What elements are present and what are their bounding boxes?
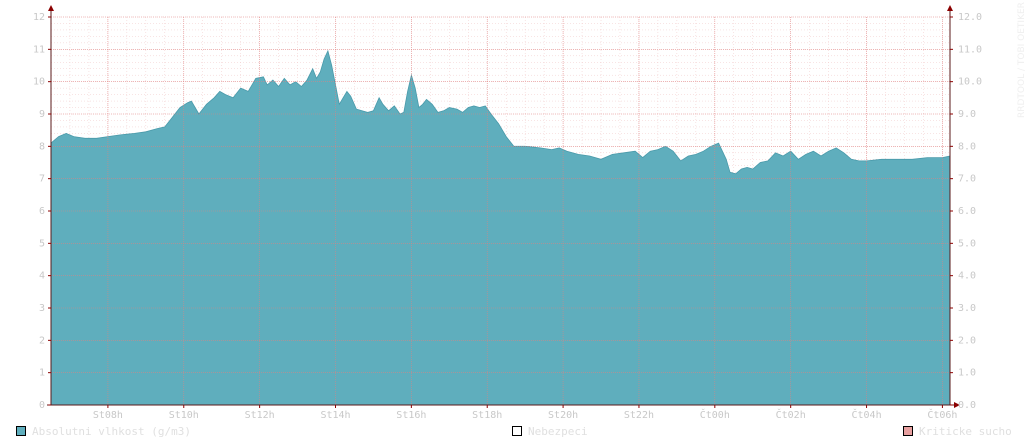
y-tick-left-label: 2 bbox=[39, 335, 45, 346]
y-tick-right-label: 3.0 bbox=[958, 303, 976, 314]
y-tick-right-label: 10.0 bbox=[958, 77, 982, 88]
y-tick-right-label: 0.0 bbox=[958, 400, 976, 411]
y-tick-right-label: 7.0 bbox=[958, 174, 976, 185]
y-tick-left-label: 12 bbox=[33, 12, 45, 23]
y-axis-left-arrow bbox=[48, 5, 54, 11]
legend-label-0: Absolutni vlhkost (g/m3) bbox=[32, 424, 191, 438]
watermark: RRDTOOL / TOBI OETIKER bbox=[1017, 2, 1027, 118]
y-tick-right-label: 12.0 bbox=[958, 12, 982, 23]
y-tick-right-label: 11.0 bbox=[958, 44, 982, 55]
y-tick-right-label: 5.0 bbox=[958, 238, 976, 249]
legend-item-2: Kriticke sucho bbox=[903, 424, 1012, 438]
legend-item-1: Nebezpeci bbox=[512, 424, 588, 438]
x-tick-label: St12h bbox=[245, 410, 275, 421]
x-tick-label: St10h bbox=[169, 410, 199, 421]
x-tick-label: St20h bbox=[548, 410, 578, 421]
x-tick-label: St14h bbox=[320, 410, 350, 421]
legend-item-0: Absolutni vlhkost (g/m3) bbox=[16, 424, 191, 438]
legend-swatch-0 bbox=[16, 426, 26, 436]
y-tick-right-label: 4.0 bbox=[958, 271, 976, 282]
x-tick-label: Čt00h bbox=[700, 408, 730, 421]
x-tick-label: Čt06h bbox=[927, 408, 957, 421]
y-tick-left-label: 4 bbox=[39, 271, 45, 282]
y-tick-left-label: 3 bbox=[39, 303, 45, 314]
y-tick-right-label: 6.0 bbox=[958, 206, 976, 217]
y-tick-left-label: 11 bbox=[33, 44, 45, 55]
x-tick-label: Čt02h bbox=[776, 408, 806, 421]
x-tick-label: Čt04h bbox=[851, 408, 881, 421]
y-tick-left-label: 10 bbox=[33, 77, 45, 88]
legend-swatch-1 bbox=[512, 426, 522, 436]
y-tick-left-label: 8 bbox=[39, 141, 45, 152]
y-tick-right-label: 2.0 bbox=[958, 335, 976, 346]
x-tick-label: St18h bbox=[472, 410, 502, 421]
y-tick-left-label: 5 bbox=[39, 238, 45, 249]
y-tick-right-label: 1.0 bbox=[958, 368, 976, 379]
y-tick-left-label: 0 bbox=[39, 400, 45, 411]
x-tick-label: St22h bbox=[624, 410, 654, 421]
y-tick-right-label: 8.0 bbox=[958, 141, 976, 152]
x-tick-label: St16h bbox=[396, 410, 426, 421]
y-tick-left-label: 7 bbox=[39, 174, 45, 185]
x-axis-arrow bbox=[954, 402, 960, 408]
y-axis-right-arrow bbox=[947, 5, 953, 11]
y-tick-right-label: 9.0 bbox=[958, 109, 976, 120]
legend-swatch-2 bbox=[903, 426, 913, 436]
legend-label-2: Kriticke sucho bbox=[919, 424, 1012, 438]
y-tick-left-label: 6 bbox=[39, 206, 45, 217]
series-area-humidity bbox=[50, 49, 951, 406]
y-tick-left-label: 9 bbox=[39, 109, 45, 120]
y-tick-left-label: 1 bbox=[39, 368, 45, 379]
x-tick-label: St08h bbox=[93, 410, 123, 421]
legend-label-1: Nebezpeci bbox=[528, 424, 588, 438]
